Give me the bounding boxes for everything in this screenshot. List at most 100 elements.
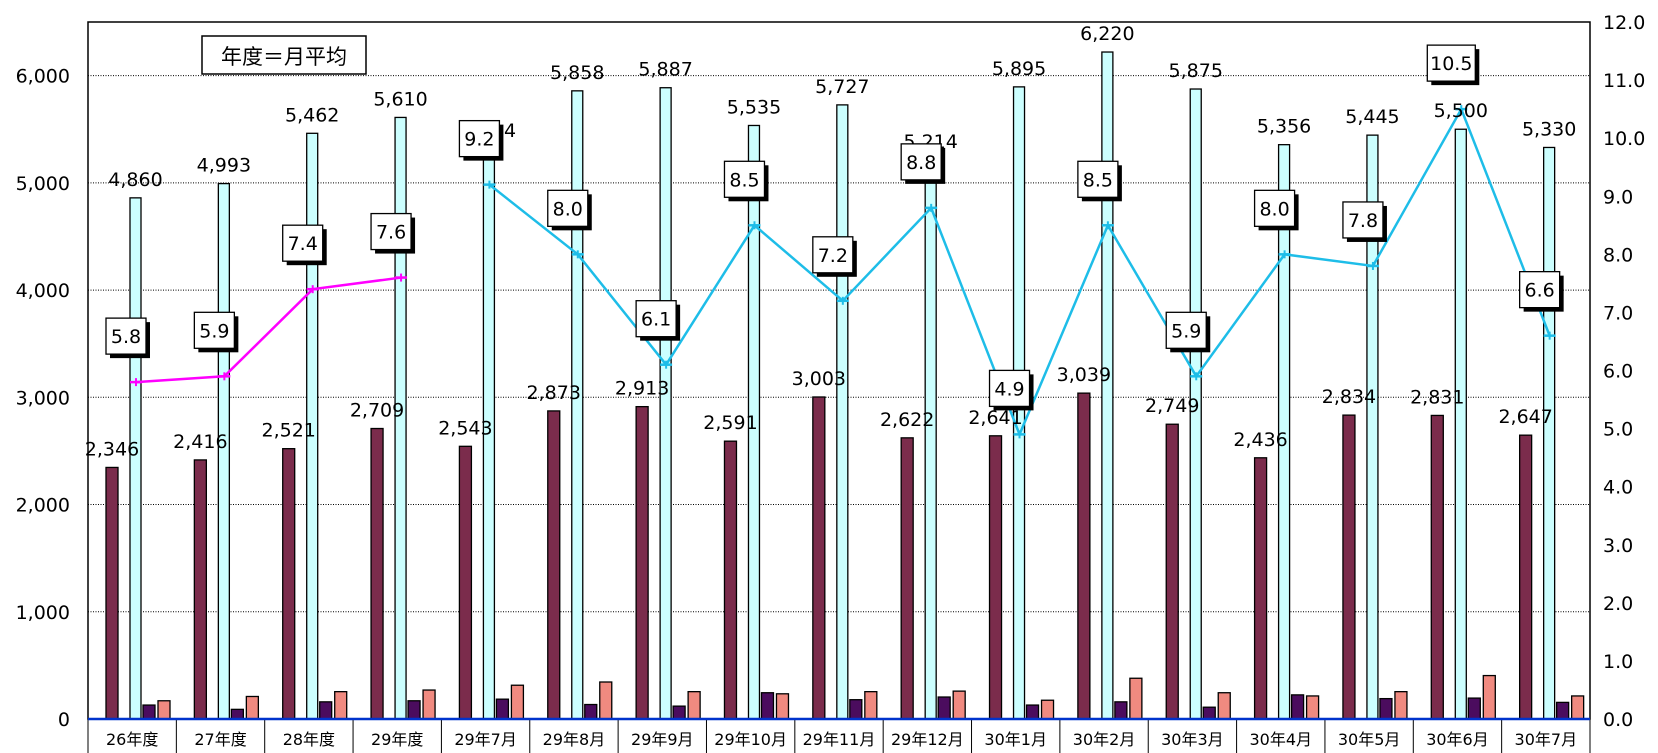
bar xyxy=(245,695,260,720)
bar-value-label: 5,330 xyxy=(1522,118,1576,140)
bar xyxy=(1467,697,1481,720)
bar xyxy=(571,90,584,720)
bar-value-label: 2,346 xyxy=(85,438,139,460)
bar xyxy=(1040,699,1055,720)
x-tick-label: 26年度 xyxy=(106,730,158,749)
bar-value-label: 5,535 xyxy=(727,96,781,118)
bar-value-label: 5,875 xyxy=(1169,60,1223,82)
bar xyxy=(1217,692,1231,720)
x-tick-label: 30年2月 xyxy=(1073,730,1136,749)
bar xyxy=(422,689,436,720)
bar xyxy=(1165,423,1179,720)
y-right-tick-label: 11.0 xyxy=(1603,70,1645,92)
x-tick-label: 29年11月 xyxy=(803,730,876,749)
bar xyxy=(1430,414,1444,720)
x-tick-label: 30年7月 xyxy=(1515,730,1578,749)
bar xyxy=(1555,701,1570,720)
line-value-label: 5.9 xyxy=(1171,320,1201,342)
bar-value-label: 2,647 xyxy=(1498,406,1552,428)
line-label-box xyxy=(1426,44,1476,82)
bar xyxy=(230,708,245,720)
y-right-tick-label: 7.0 xyxy=(1603,302,1633,324)
bar-value-label: 5,445 xyxy=(1345,106,1399,128)
line-value-label: 6.6 xyxy=(1525,280,1555,302)
annotation-text: 年度＝月平均 xyxy=(221,45,347,69)
bar-value-label: 5,858 xyxy=(550,62,604,84)
bar xyxy=(723,440,738,720)
bar-value-label: 2,416 xyxy=(173,431,227,453)
line-value-label: 7.4 xyxy=(288,233,318,255)
bar xyxy=(659,87,672,720)
line-value-label: 7.6 xyxy=(376,222,406,244)
annotation-box: 年度＝月平均 xyxy=(201,35,367,75)
bar xyxy=(952,690,966,720)
y-right-tick-label: 6.0 xyxy=(1603,361,1633,383)
bar xyxy=(1570,695,1585,720)
bar-value-label: 2,873 xyxy=(527,382,581,404)
bar xyxy=(672,705,686,720)
bar xyxy=(1290,694,1305,720)
x-tick-label: 30年1月 xyxy=(984,730,1047,749)
annotation-frame xyxy=(201,35,367,75)
line-value-label: 7.8 xyxy=(1348,210,1378,232)
line-label-box xyxy=(988,369,1031,408)
y-left-tick-label: 4,000 xyxy=(16,280,70,302)
bar xyxy=(1542,146,1556,720)
line-label-box xyxy=(812,236,854,274)
line-value-label: 9.2 xyxy=(464,129,494,151)
bar-value-label: 5,500 xyxy=(1434,100,1488,122)
x-tick-label: 29年10月 xyxy=(714,730,787,749)
bar xyxy=(900,437,914,720)
line-label-box xyxy=(723,160,766,198)
line-label-box xyxy=(547,189,589,227)
line-value-label: 5.8 xyxy=(111,326,141,348)
gridlines xyxy=(88,75,1590,613)
bar xyxy=(142,704,156,720)
y-left-tick-label: 6,000 xyxy=(16,66,70,88)
line-value-label: 8.5 xyxy=(1083,169,1113,191)
line-label-box xyxy=(193,311,236,349)
x-tick-label: 29年7月 xyxy=(454,730,517,749)
y-left-tick-label: 2,000 xyxy=(16,495,70,517)
bar-value-label: 2,436 xyxy=(1233,429,1287,451)
line-label-box xyxy=(900,143,942,181)
bar xyxy=(407,700,421,720)
y-right-tick-label: 5.0 xyxy=(1603,419,1633,441)
line-label-box xyxy=(1518,270,1561,309)
bar xyxy=(775,693,790,720)
bar xyxy=(1114,701,1128,720)
bar xyxy=(1025,704,1040,720)
bar xyxy=(510,684,525,720)
bar-value-label: 4,860 xyxy=(108,169,162,191)
bar xyxy=(334,691,348,720)
line-value-label: 6.1 xyxy=(641,309,671,331)
bar-value-label: 2,591 xyxy=(703,412,757,434)
y-right-tick-label: 2.0 xyxy=(1603,593,1633,615)
bar-value-label: 5,462 xyxy=(285,104,339,126)
bar xyxy=(1305,695,1320,720)
bar-value-label: 3,003 xyxy=(792,368,846,390)
bar-value-label: 2,641 xyxy=(968,407,1022,429)
bar xyxy=(105,466,119,720)
bar xyxy=(1482,674,1496,720)
x-tick-label: 28年度 xyxy=(283,730,335,749)
line-label-box xyxy=(1165,311,1207,349)
bar xyxy=(1454,128,1467,720)
y-right-tick-label: 9.0 xyxy=(1603,186,1633,208)
line-value-label: 4.9 xyxy=(994,378,1024,400)
line-value-label: 10.5 xyxy=(1430,53,1472,75)
line-label-box xyxy=(1077,160,1119,198)
line-label-box xyxy=(635,300,677,338)
line-value-label: 8.5 xyxy=(729,169,759,191)
line-value-label: 8.0 xyxy=(1259,198,1289,220)
bar-value-label: 2,913 xyxy=(615,378,669,400)
bar xyxy=(1342,414,1356,720)
y-right-tick-label: 3.0 xyxy=(1603,535,1633,557)
x-tick-label: 27年度 xyxy=(194,730,246,749)
y-right-tick-label: 0.0 xyxy=(1603,709,1633,731)
y-right-tick-label: 8.0 xyxy=(1603,244,1633,266)
bar-value-label: 3,039 xyxy=(1057,364,1111,386)
x-tick-label: 30年4月 xyxy=(1249,730,1312,749)
bar xyxy=(458,445,473,720)
